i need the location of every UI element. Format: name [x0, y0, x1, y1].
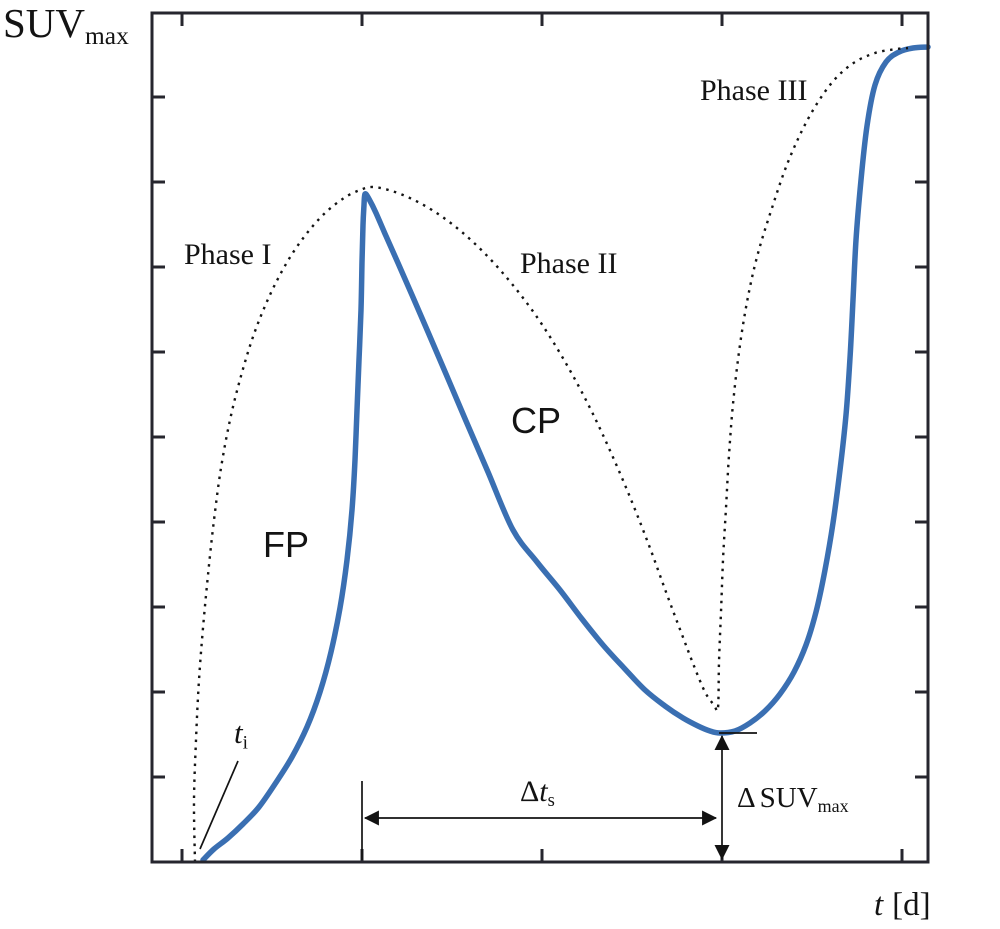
- x-axis-title-main: t: [874, 887, 884, 923]
- suvmax-solid-curve: [200, 44, 931, 863]
- x-axis-title: t [d]: [874, 889, 931, 922]
- delta-ts-label-delta: Δ: [520, 775, 540, 808]
- phase-1-label: Phase I: [184, 238, 272, 271]
- delta-suvmax-label-main: SUV: [759, 782, 818, 814]
- delta-suvmax-label-delta: Δ: [737, 782, 756, 814]
- delta-ts-label: Δts: [520, 777, 555, 811]
- delta-ts-label-main: t: [539, 775, 548, 808]
- ti-label-main: t: [234, 715, 243, 750]
- cp-label: CP: [511, 400, 562, 441]
- y-axis-title: SUVmax: [3, 3, 129, 50]
- delta-ts-label-sub: s: [547, 790, 555, 812]
- fp-label: FP: [263, 524, 310, 565]
- ti-leader-line: [199, 760, 239, 850]
- delta-suvmax-label: Δ SUVmax: [737, 782, 849, 817]
- delta-suvmax-label-sub: max: [817, 796, 849, 817]
- phase-2-label: Phase II: [520, 247, 618, 280]
- y-axis-title-main: SUV: [3, 0, 86, 46]
- ti-label: ti: [234, 717, 248, 753]
- x-axis-title-unit: [d]: [892, 887, 931, 923]
- phase-3-label: Phase III: [700, 74, 808, 107]
- y-axis-title-sub: max: [85, 22, 129, 51]
- ti-label-sub: i: [242, 732, 248, 754]
- phase-envelope-dotted-curve: [192, 46, 909, 863]
